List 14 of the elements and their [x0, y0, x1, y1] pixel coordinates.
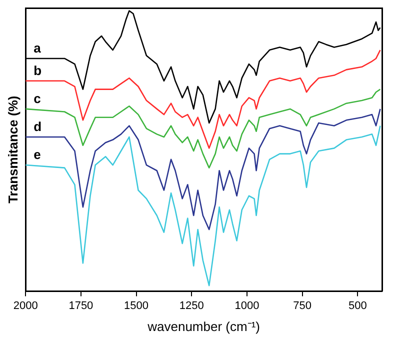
x-tick-label: 1750 [68, 300, 94, 312]
series-label: e [34, 147, 41, 162]
y-axis-title: Transmitance (%) [5, 96, 20, 204]
series-label: c [34, 91, 41, 106]
x-tick-label: 750 [293, 300, 312, 312]
x-axis-title: wavenumber (cm⁻¹) [146, 318, 260, 334]
x-tick-label: 2000 [13, 300, 38, 312]
series-label: d [34, 119, 42, 134]
series-label: b [34, 62, 42, 78]
x-tick-label: 500 [348, 300, 367, 312]
x-tick-label: 1500 [124, 300, 149, 312]
series-label: a [34, 40, 42, 56]
x-tick-label: 1000 [234, 300, 260, 312]
x-tick-label: 1250 [179, 300, 204, 312]
